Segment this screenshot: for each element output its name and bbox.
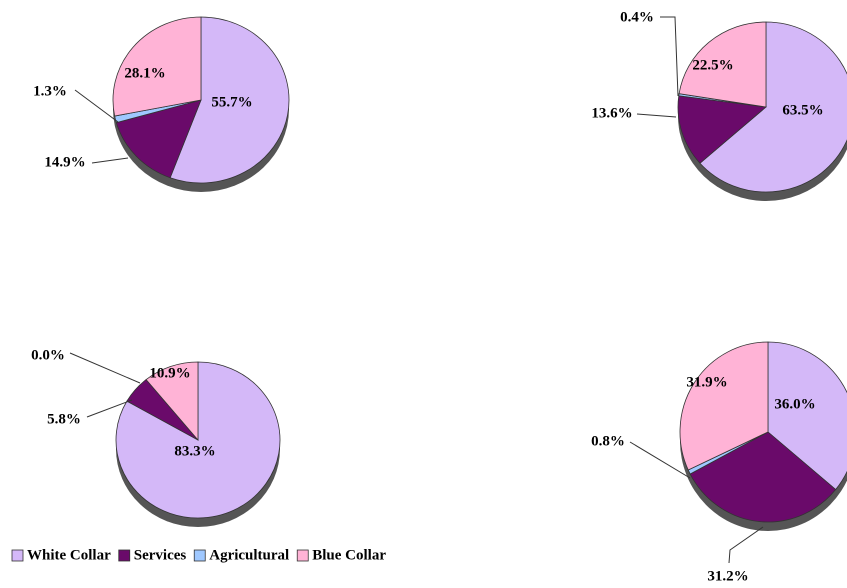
pie-slice [699, 21, 847, 193]
data-label: 22.5% [692, 57, 733, 73]
data-label: 31.9% [686, 374, 727, 390]
data-label: 10.9% [149, 365, 190, 381]
data-label: 28.1% [124, 65, 165, 81]
pie-slice [767, 341, 847, 491]
data-label: 55.7% [211, 94, 252, 110]
pie-slice [677, 95, 767, 164]
legend-swatch [296, 549, 309, 562]
data-label: 0.8% [591, 433, 625, 449]
legend-label: Services [134, 547, 187, 563]
pie-slice [678, 21, 767, 108]
data-label: 31.2% [707, 568, 748, 584]
leader-line [728, 526, 764, 564]
leader-line [74, 89, 119, 123]
leader-line [660, 16, 679, 97]
leader-line [629, 441, 691, 479]
legend-swatch [11, 549, 24, 562]
leader-line [69, 352, 141, 384]
legend-label: Blue Collar [312, 547, 386, 563]
leader-line [86, 399, 133, 418]
legend-label: Agricultural [209, 547, 289, 563]
data-label: 13.6% [591, 105, 632, 121]
data-label: 0.0% [31, 347, 65, 363]
data-label: 5.8% [47, 411, 81, 427]
data-label: 14.9% [44, 154, 85, 170]
data-label: 83.3% [174, 443, 215, 459]
data-label: 36.0% [774, 396, 815, 412]
pie-slice [169, 16, 290, 184]
leader-line [636, 113, 677, 118]
data-label: 63.5% [782, 102, 823, 118]
pie-slice [145, 361, 199, 442]
pie-slice [112, 16, 202, 117]
legend-swatch [193, 549, 206, 562]
legend-label: White Collar [27, 547, 111, 563]
legend-swatch [118, 549, 131, 562]
pie-slice [679, 341, 769, 471]
leader-line [91, 157, 129, 164]
pie-slice [115, 99, 202, 179]
data-label: 1.3% [33, 83, 67, 99]
data-label: 0.4% [620, 9, 654, 25]
